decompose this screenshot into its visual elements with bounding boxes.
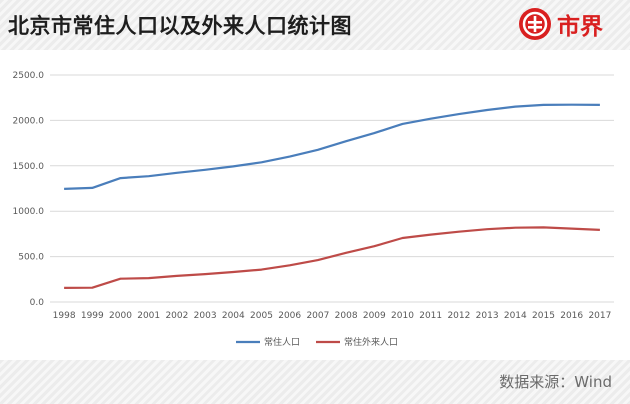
x-tick-label: 2010: [391, 311, 414, 321]
x-tick-label: 2016: [560, 311, 583, 321]
x-tick-label: 2007: [306, 311, 329, 321]
chart-area: 0.0 500.0 1000.0 1500.0 2000.0 2500.0 1998 1999…: [0, 50, 630, 360]
series-line-2: [64, 226, 600, 289]
header-bar: 北京市常住人口以及外来人口统计图 市界: [0, 0, 630, 50]
brand: 市界: [518, 6, 603, 42]
x-tick-label: 2009: [363, 311, 386, 321]
series-line-1: [64, 103, 600, 190]
chart-title: 北京市常住人口以及外来人口统计图: [8, 14, 352, 38]
x-tick-label: 2000: [109, 311, 132, 321]
x-tick-label: 2005: [250, 311, 273, 321]
x-tick-label: 2011: [419, 311, 442, 321]
y-tick-label: 500.0: [18, 253, 44, 263]
legend-label-1: 常住人口: [264, 336, 300, 348]
x-tick-label: 2001: [137, 311, 160, 321]
x-tick-label: 2014: [504, 311, 527, 321]
data-source: 数据来源：Wind: [499, 373, 612, 391]
legend-label-2: 常住外来人口: [344, 336, 398, 348]
y-tick-label: 1500.0: [13, 162, 45, 172]
x-tick-label: 2003: [194, 311, 217, 321]
x-tick-label: 2015: [532, 311, 555, 321]
footer-bar: 数据来源：Wind: [0, 360, 630, 404]
x-tick-label: 2004: [222, 311, 245, 321]
x-tick-label: 1998: [53, 311, 76, 321]
y-tick-label: 2500.0: [13, 71, 45, 81]
y-tick-label: 0.0: [30, 298, 45, 308]
x-tick-label: 2006: [278, 311, 301, 321]
x-tick-label: 2017: [588, 311, 611, 321]
x-tick-label: 2013: [476, 311, 499, 321]
brand-name: 市界: [557, 14, 603, 40]
y-tick-label: 1000.0: [13, 207, 45, 217]
x-tick-label: 2002: [165, 311, 188, 321]
line-chart: 0.0 500.0 1000.0 1500.0 2000.0 2500.0 1998 1999…: [13, 71, 614, 348]
x-tick-label: 2008: [335, 311, 358, 321]
x-tick-label: 2012: [447, 311, 470, 321]
brand-logo-icon: [519, 8, 551, 40]
y-tick-label: 2000.0: [13, 116, 45, 126]
x-tick-label: 1999: [81, 311, 104, 321]
